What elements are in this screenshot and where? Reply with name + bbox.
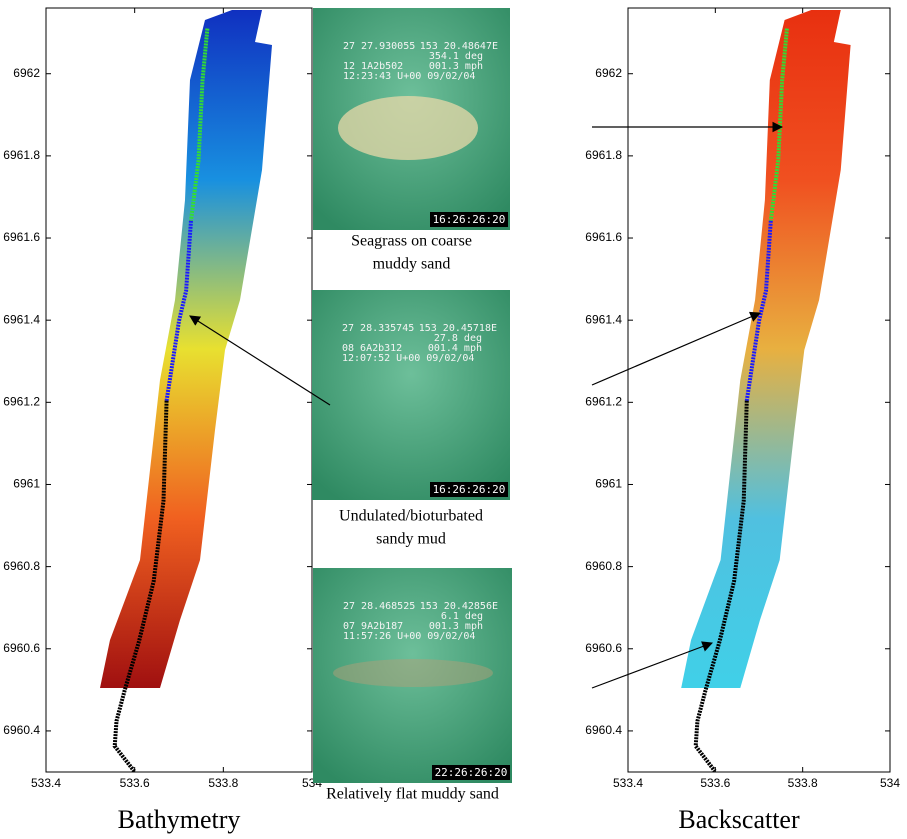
overlay-text: 11:57:26 U+00 09/02/04: [343, 631, 475, 642]
swath: [100, 10, 272, 688]
x-tick-label: 534: [880, 776, 900, 790]
y-tick-label: 6961.6: [585, 230, 622, 244]
y-tick-label: 6960.6: [585, 641, 622, 655]
y-tick-label: 6961.2: [3, 394, 40, 408]
overlay-text: 27 28.468525: [343, 601, 415, 612]
y-tick-label: 6961.4: [585, 312, 622, 326]
y-tick-label: 6961.4: [3, 312, 40, 326]
y-tick-label: 6960.6: [3, 641, 40, 655]
y-tick-label: 6961: [13, 477, 40, 491]
photo-caption: Relatively flat muddy sand: [326, 786, 499, 803]
x-tick-label: 533.8: [788, 776, 818, 790]
swath: [681, 10, 850, 688]
x-tick-label: 533.8: [208, 776, 238, 790]
y-tick-label: 6961: [595, 477, 622, 491]
x-axis-label: Bathymetry: [118, 805, 241, 834]
timestamp: 22:26:26:20: [435, 766, 508, 779]
x-tick-label: 533.6: [120, 776, 150, 790]
y-tick-label: 6960.4: [3, 723, 40, 737]
photo-caption: muddy sand: [373, 256, 451, 273]
overlay-text: 12:23:43 U+00 09/02/04: [343, 71, 475, 82]
photo-caption: Seagrass on coarse: [351, 233, 472, 250]
y-tick-label: 6962: [595, 66, 622, 80]
y-tick-label: 6961.8: [585, 148, 622, 162]
figure: 533.4 533.6 533.8 534 6960.4 6960.6 6960.8 6961…: [0, 0, 907, 839]
y-tick-label: 6961.2: [585, 394, 622, 408]
x-tick-label: 533.4: [31, 776, 61, 790]
overlay-text: 12:07:52 U+00 09/02/04: [342, 353, 474, 364]
photo-image: [312, 290, 510, 500]
y-tick-label: 6961.8: [3, 148, 40, 162]
y-tick-label: 6960.8: [585, 559, 622, 573]
y-tick-label: 6961.6: [3, 230, 40, 244]
panel: 533.4 533.6 533.8 534 6960.4 6960.6 6960.8 6961…: [585, 8, 900, 834]
photo-caption: Undulated/bioturbated: [339, 508, 483, 525]
x-tick-label: 533.6: [700, 776, 730, 790]
page: 533.4 533.6 533.8 534 6960.4 6960.6 6960.8 6961…: [0, 0, 907, 839]
x-axis-label: Backscatter: [678, 805, 800, 834]
y-tick-label: 6960.8: [3, 559, 40, 573]
timestamp: 16:26:26:20: [433, 483, 506, 496]
y-tick-label: 6960.4: [585, 723, 622, 737]
overlay-text: 27 27.930055: [343, 41, 415, 52]
overlay-text: 27 28.335745: [342, 323, 414, 334]
photo-caption: sandy mud: [376, 531, 446, 548]
x-tick-label: 533.4: [613, 776, 643, 790]
sand-patch: [338, 96, 478, 160]
y-tick-label: 6962: [13, 66, 40, 80]
sand-patch: [333, 659, 493, 687]
timestamp: 16:26:26:20: [433, 213, 506, 226]
